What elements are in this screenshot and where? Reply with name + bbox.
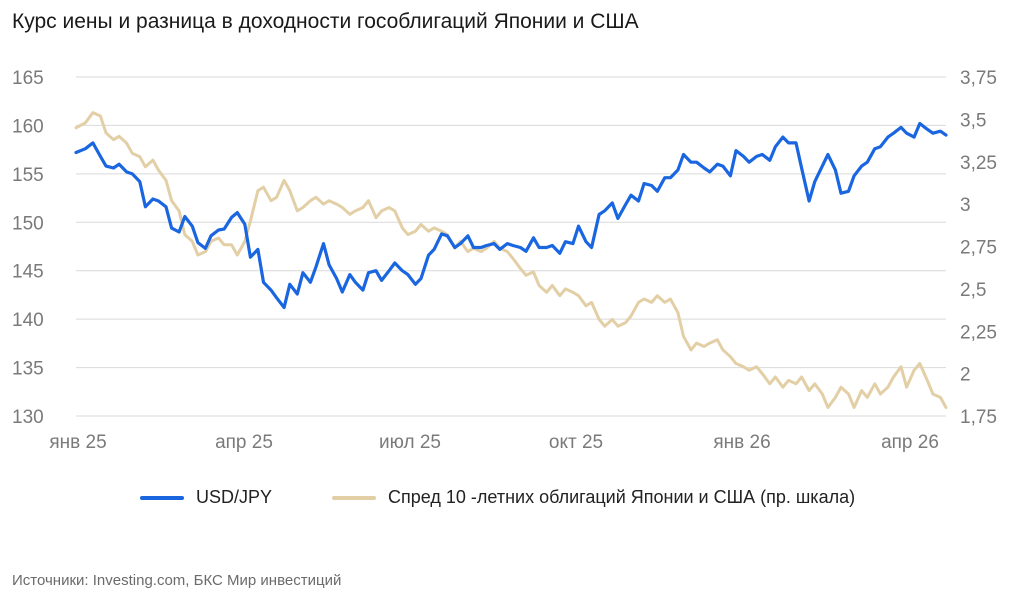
legend-swatch-spread xyxy=(332,495,377,500)
right-tick-label: 2 xyxy=(960,365,971,386)
right-tick-label: 2,75 xyxy=(960,238,997,259)
right-tick-label: 3,5 xyxy=(960,110,986,131)
right-tick-label: 3,25 xyxy=(960,153,997,174)
x-tick-label: янв 25 xyxy=(49,432,106,453)
series-line-usdjpy xyxy=(74,121,948,310)
legend-label-usdjpy: USD/JPY xyxy=(196,487,273,507)
gridlines xyxy=(76,76,946,417)
left-tick-label: 130 xyxy=(12,407,44,428)
right-tick-label: 3 xyxy=(960,195,971,216)
right-axis-ticks: 3,75 3,5 3,25 3 2,75 2,5 2,25 2 1,75 xyxy=(960,68,997,428)
chart-title: Курс иены и разница в доходности гособли… xyxy=(12,10,639,33)
series-layer xyxy=(74,111,948,409)
legend-label-spread: Спред 10 -летних облигаций Японии и США … xyxy=(388,487,856,507)
left-tick-label: 140 xyxy=(12,310,44,331)
x-axis-ticks: янв 25 апр 25 июл 25 окт 25 янв 26 апр 26 xyxy=(49,432,939,453)
left-tick-label: 155 xyxy=(12,165,44,186)
source-note: Источники: Investing.com, БКС Мир инвест… xyxy=(12,572,342,589)
legend-swatch-usdjpy xyxy=(140,495,184,500)
left-tick-label: 135 xyxy=(12,359,44,380)
x-tick-label: апр 25 xyxy=(215,432,273,453)
right-tick-label: 1,75 xyxy=(960,407,997,428)
right-tick-label: 3,75 xyxy=(960,68,997,89)
x-tick-label: окт 25 xyxy=(549,432,603,453)
legend-item-spread: Спред 10 -летних облигаций Японии и США … xyxy=(332,487,855,508)
right-tick-label: 2,25 xyxy=(960,322,997,343)
legend-item-usdjpy: USD/JPY xyxy=(140,487,272,508)
x-tick-label: июл 25 xyxy=(379,432,441,453)
x-tick-label: янв 26 xyxy=(713,432,770,453)
right-tick-label: 2,5 xyxy=(960,280,986,301)
left-tick-label: 145 xyxy=(12,262,44,283)
left-tick-label: 160 xyxy=(12,116,44,137)
series-line-spread xyxy=(74,111,948,409)
left-tick-label: 165 xyxy=(12,68,44,89)
legend: USD/JPY Спред 10 -летних облигаций Япони… xyxy=(140,487,915,508)
left-axis-ticks: 165 160 155 150 145 140 135 130 xyxy=(12,68,44,428)
x-tick-label: апр 26 xyxy=(881,432,939,453)
left-tick-label: 150 xyxy=(12,213,44,234)
